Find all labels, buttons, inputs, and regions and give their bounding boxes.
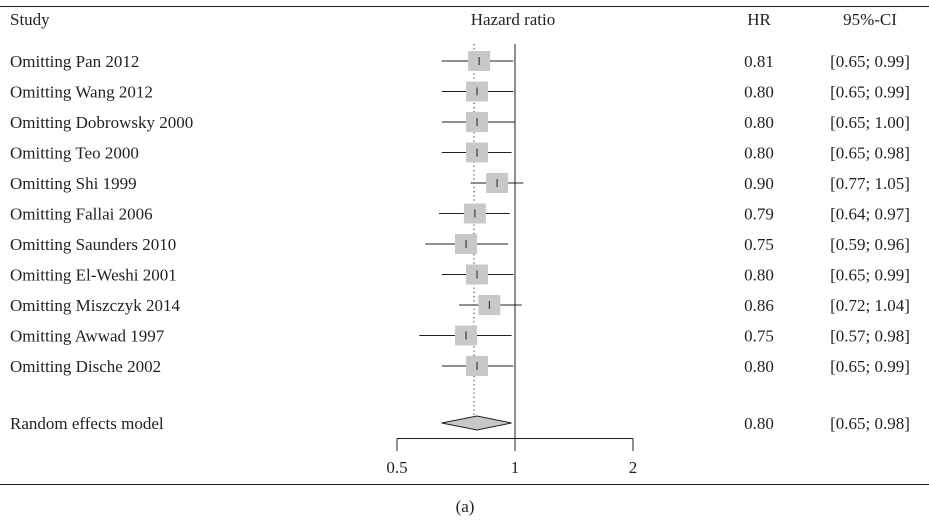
ci-value: [0.57; 0.98] bbox=[830, 327, 910, 346]
study-label: Omitting El-Weshi 2001 bbox=[10, 266, 177, 285]
study-label: Omitting Awwad 1997 bbox=[10, 327, 165, 346]
hr-value: 0.75 bbox=[744, 327, 774, 346]
study-label: Omitting Saunders 2010 bbox=[10, 235, 176, 254]
hr-value: 0.80 bbox=[744, 113, 774, 132]
study-row: Omitting Dische 2002 0.80 [0.65; 0.99] bbox=[10, 356, 910, 376]
study-label: Omitting Teo 2000 bbox=[10, 144, 139, 163]
study-row: Omitting Wang 2012 0.80 [0.65; 0.99] bbox=[10, 81, 910, 102]
study-column-header: Study bbox=[10, 10, 50, 29]
hr-value: 0.80 bbox=[744, 83, 774, 102]
hr-value: 0.79 bbox=[744, 205, 774, 224]
hr-value: 0.81 bbox=[744, 52, 774, 71]
study-row: Omitting Saunders 2010 0.75 [0.59; 0.96] bbox=[10, 234, 910, 254]
study-row: Omitting El-Weshi 2001 0.80 [0.65; 0.99] bbox=[10, 264, 910, 285]
study-row: Omitting Miszczyk 2014 0.86 [0.72; 1.04] bbox=[10, 295, 910, 315]
study-label: Omitting Dische 2002 bbox=[10, 357, 161, 376]
hr-value: 0.75 bbox=[744, 235, 774, 254]
x-tick-label: 1 bbox=[511, 458, 520, 477]
study-row: Omitting Shi 1999 0.90 [0.77; 1.05] bbox=[10, 173, 910, 193]
study-label: Omitting Fallai 2006 bbox=[10, 205, 153, 224]
study-label: Omitting Dobrowsky 2000 bbox=[10, 113, 193, 132]
study-row: Omitting Fallai 2006 0.79 [0.64; 0.97] bbox=[10, 203, 910, 224]
study-row: Omitting Awwad 1997 0.75 [0.57; 0.98] bbox=[10, 325, 910, 346]
ci-column-header: 95%-CI bbox=[843, 10, 897, 29]
ci-value: [0.65; 1.00] bbox=[830, 113, 910, 132]
summary-hr: 0.80 bbox=[744, 414, 774, 433]
ci-value: [0.65; 0.99] bbox=[830, 266, 910, 285]
study-row: Omitting Pan 2012 0.81 [0.65; 0.99] bbox=[10, 51, 910, 71]
study-label: Omitting Pan 2012 bbox=[10, 52, 139, 71]
summary-ci: [0.65; 0.98] bbox=[830, 414, 910, 433]
study-label: Omitting Wang 2012 bbox=[10, 83, 153, 102]
x-tick-label: 0.5 bbox=[386, 458, 407, 477]
ci-value: [0.65; 0.99] bbox=[830, 83, 910, 102]
hr-value: 0.80 bbox=[744, 144, 774, 163]
summary-label: Random effects model bbox=[10, 414, 164, 433]
ci-value: [0.65; 0.98] bbox=[830, 144, 910, 163]
study-row: Omitting Dobrowsky 2000 0.80 [0.65; 1.00] bbox=[10, 112, 910, 132]
hr-column-header: HR bbox=[747, 10, 771, 29]
hazard-ratio-column-header: Hazard ratio bbox=[471, 10, 555, 29]
panel-label: (a) bbox=[456, 497, 475, 516]
hr-value: 0.90 bbox=[744, 174, 774, 193]
ci-value: [0.65; 0.99] bbox=[830, 52, 910, 71]
ci-value: [0.64; 0.97] bbox=[830, 205, 910, 224]
hr-value: 0.80 bbox=[744, 357, 774, 376]
ci-value: [0.59; 0.96] bbox=[830, 235, 910, 254]
x-tick-label: 2 bbox=[629, 458, 638, 477]
ci-value: [0.72; 1.04] bbox=[830, 296, 910, 315]
summary-diamond bbox=[441, 415, 512, 431]
ci-value: [0.77; 1.05] bbox=[830, 174, 910, 193]
study-row: Omitting Teo 2000 0.80 [0.65; 0.98] bbox=[10, 142, 910, 163]
ci-value: [0.65; 0.99] bbox=[830, 357, 910, 376]
hr-value: 0.86 bbox=[744, 296, 774, 315]
study-label: Omitting Shi 1999 bbox=[10, 174, 137, 193]
study-label: Omitting Miszczyk 2014 bbox=[10, 296, 180, 315]
hr-value: 0.80 bbox=[744, 266, 774, 285]
